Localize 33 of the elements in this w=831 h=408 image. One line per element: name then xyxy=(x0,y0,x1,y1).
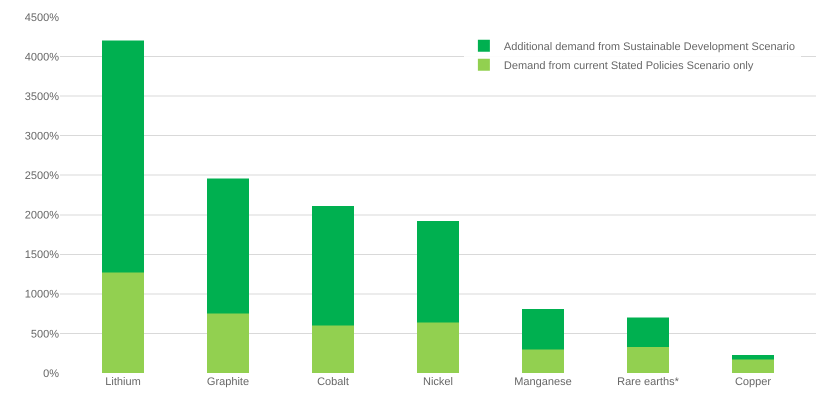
bar xyxy=(207,178,249,314)
y-tick-label: 4000% xyxy=(24,51,60,64)
bar xyxy=(417,221,459,322)
x-tick-label: Graphite xyxy=(206,376,250,388)
x-tick-label: Cobalt xyxy=(317,376,349,388)
bar xyxy=(522,349,564,373)
legend-label: Additional demand from Sustainable Development Scenario xyxy=(504,41,795,54)
y-tick-label: 4500% xyxy=(24,12,60,24)
y-tick-label: 500% xyxy=(30,328,60,340)
bar xyxy=(627,318,669,347)
bar xyxy=(732,354,774,360)
y-tick-label: 0% xyxy=(43,368,60,380)
y-tick-label: 2500% xyxy=(24,170,60,182)
bar xyxy=(732,360,774,373)
bar xyxy=(312,206,354,326)
y-tick-label: 1500% xyxy=(24,249,60,262)
bar xyxy=(102,40,144,273)
x-tick-label: Copper xyxy=(734,376,772,388)
legend-label: Demand from current Stated Policies Scenario only xyxy=(504,60,754,72)
y-tick-label: 3000% xyxy=(24,130,60,143)
bar xyxy=(102,272,144,373)
bar xyxy=(312,326,354,373)
y-tick-label: 3500% xyxy=(24,90,60,103)
bar xyxy=(417,322,459,373)
bar xyxy=(627,346,669,373)
x-tick-label: Lithium xyxy=(105,376,141,388)
y-tick-label: 2000% xyxy=(24,210,60,222)
x-tick-label: Manganese xyxy=(514,376,572,388)
bar xyxy=(522,308,564,350)
y-tick-label: 1000% xyxy=(24,288,60,301)
bar xyxy=(207,314,249,373)
x-tick-label: Nickel xyxy=(423,376,453,388)
x-tick-label: Rare earths* xyxy=(617,376,680,388)
